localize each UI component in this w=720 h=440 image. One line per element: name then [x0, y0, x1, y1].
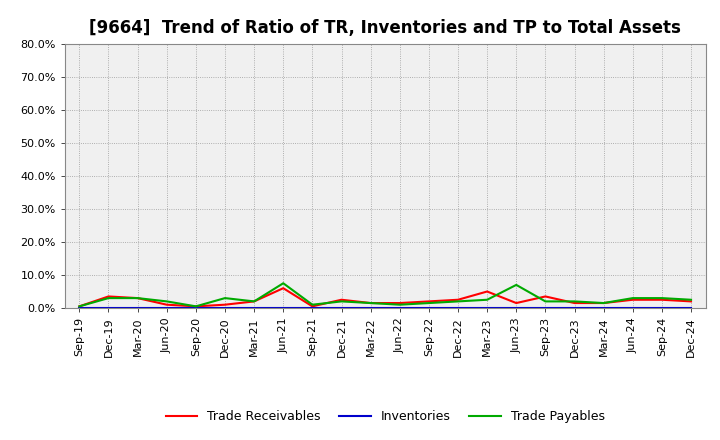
Inventories — [337, 305, 346, 310]
Trade Receivables — [192, 304, 200, 309]
Trade Payables — [629, 296, 637, 301]
Trade Payables — [454, 299, 462, 304]
Trade Payables — [163, 299, 171, 304]
Trade Payables — [425, 301, 433, 306]
Inventories — [308, 305, 317, 310]
Inventories — [657, 305, 666, 310]
Trade Payables — [687, 297, 696, 302]
Inventories — [104, 305, 113, 310]
Inventories — [570, 305, 579, 310]
Trade Receivables — [483, 289, 492, 294]
Trade Receivables — [425, 299, 433, 304]
Inventories — [483, 305, 492, 310]
Inventories — [629, 305, 637, 310]
Trade Receivables — [570, 301, 579, 306]
Title: [9664]  Trend of Ratio of TR, Inventories and TP to Total Assets: [9664] Trend of Ratio of TR, Inventories… — [89, 19, 681, 37]
Inventories — [687, 305, 696, 310]
Trade Payables — [250, 299, 258, 304]
Inventories — [366, 305, 375, 310]
Trade Payables — [512, 282, 521, 288]
Inventories — [75, 305, 84, 310]
Inventories — [133, 305, 142, 310]
Trade Receivables — [308, 304, 317, 309]
Trade Payables — [366, 301, 375, 306]
Trade Payables — [570, 299, 579, 304]
Inventories — [279, 305, 287, 310]
Legend: Trade Receivables, Inventories, Trade Payables: Trade Receivables, Inventories, Trade Pa… — [161, 406, 610, 429]
Trade Payables — [220, 296, 229, 301]
Trade Receivables — [541, 294, 550, 299]
Trade Receivables — [395, 301, 404, 306]
Trade Payables — [104, 296, 113, 301]
Trade Receivables — [220, 302, 229, 307]
Trade Payables — [133, 296, 142, 301]
Inventories — [220, 305, 229, 310]
Inventories — [395, 305, 404, 310]
Trade Payables — [541, 299, 550, 304]
Trade Receivables — [250, 299, 258, 304]
Trade Payables — [308, 302, 317, 307]
Trade Payables — [337, 299, 346, 304]
Line: Trade Payables: Trade Payables — [79, 283, 691, 306]
Trade Payables — [483, 297, 492, 302]
Trade Receivables — [366, 301, 375, 306]
Trade Receivables — [337, 297, 346, 302]
Trade Receivables — [454, 297, 462, 302]
Trade Payables — [657, 296, 666, 301]
Inventories — [250, 305, 258, 310]
Trade Receivables — [75, 304, 84, 309]
Trade Payables — [279, 281, 287, 286]
Trade Payables — [395, 302, 404, 307]
Trade Payables — [192, 304, 200, 309]
Trade Receivables — [629, 297, 637, 302]
Trade Receivables — [512, 301, 521, 306]
Trade Receivables — [687, 299, 696, 304]
Trade Receivables — [599, 301, 608, 306]
Inventories — [192, 305, 200, 310]
Inventories — [541, 305, 550, 310]
Trade Payables — [599, 301, 608, 306]
Line: Trade Receivables: Trade Receivables — [79, 288, 691, 306]
Trade Payables — [75, 304, 84, 309]
Inventories — [454, 305, 462, 310]
Inventories — [425, 305, 433, 310]
Trade Receivables — [657, 297, 666, 302]
Trade Receivables — [133, 296, 142, 301]
Inventories — [163, 305, 171, 310]
Inventories — [599, 305, 608, 310]
Trade Receivables — [104, 294, 113, 299]
Trade Receivables — [163, 302, 171, 307]
Trade Receivables — [279, 286, 287, 291]
Inventories — [512, 305, 521, 310]
